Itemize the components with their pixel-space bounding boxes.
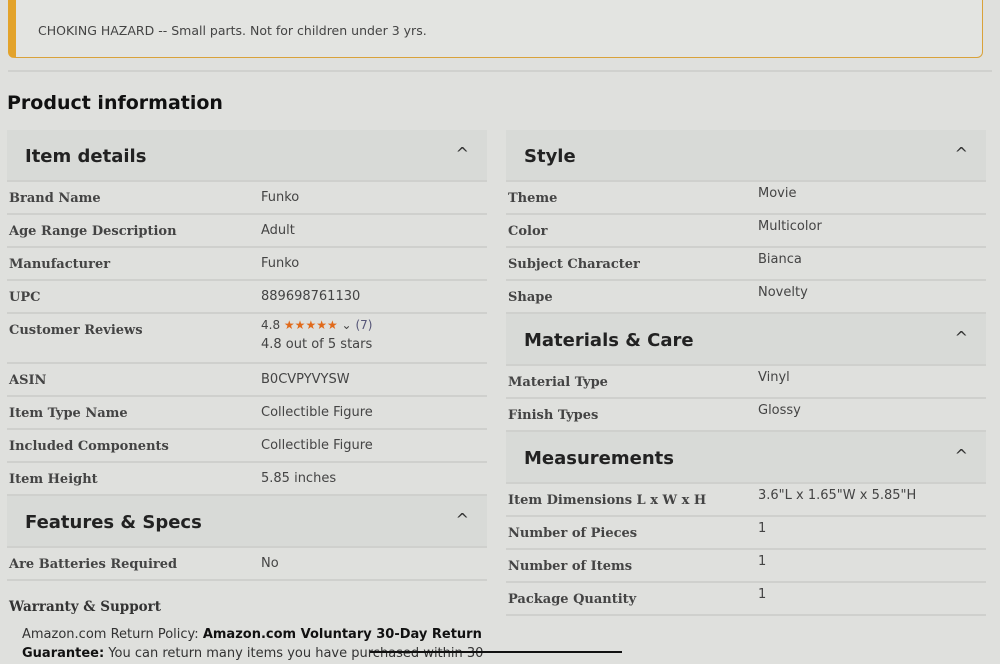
table-row: Number of Pieces 1	[506, 517, 986, 550]
warning-box: CHOKING HAZARD -- Small parts. Not for c…	[8, 0, 983, 58]
table-row: Color Multicolor	[506, 215, 986, 248]
chevron-up-icon[interactable]: ^	[954, 446, 968, 465]
table-row: Finish Types Glossy	[506, 399, 986, 432]
table-row: Shape Novelty	[506, 281, 986, 314]
table-row: Included Components Collectible Figure	[7, 430, 487, 463]
chevron-up-icon[interactable]: ^	[455, 510, 469, 529]
section-item_details-header[interactable]: Item details ^	[7, 130, 487, 182]
table-row: Are Batteries Required No	[7, 548, 487, 581]
divider	[370, 651, 622, 653]
chevron-up-icon[interactable]: ^	[954, 144, 968, 163]
table-row: Customer Reviews 4.8 ★★★★★ ⌄ (7) 4.8 out o…	[7, 314, 487, 364]
chevron-up-icon[interactable]: ^	[455, 144, 469, 163]
table-row: ASIN B0CVPYVYSW	[7, 364, 487, 397]
table-row: Subject Character Bianca	[506, 248, 986, 281]
return-policy: Amazon.com Return Policy: Amazon.com Vol…	[22, 627, 484, 661]
table-row: Age Range Description Adult	[7, 215, 487, 248]
section-materials-header[interactable]: Materials & Care ^	[506, 314, 986, 366]
left-column: Item details ^ Brand Name Funko Age Range De…	[7, 130, 487, 581]
table-row: Item Dimensions L x W x H 3.6"L x 1.65"W …	[506, 484, 986, 517]
table-row: Item Height 5.85 inches	[7, 463, 487, 496]
section-measurements-header[interactable]: Measurements ^	[506, 432, 986, 484]
section-style-header[interactable]: Style ^	[506, 130, 986, 182]
table-row: Package Quantity 1	[506, 583, 986, 616]
section-features-header[interactable]: Features & Specs ^	[7, 496, 487, 548]
table-row: Material Type Vinyl	[506, 366, 986, 399]
table-row: Theme Movie	[506, 182, 986, 215]
warranty-heading: Warranty & Support	[9, 599, 161, 615]
warning-text: CHOKING HAZARD -- Small parts. Not for c…	[38, 23, 427, 38]
divider	[8, 70, 992, 72]
table-row: Manufacturer Funko	[7, 248, 487, 281]
star-rating-icon[interactable]: ★★★★★	[283, 318, 338, 332]
return-policy-link[interactable]: Amazon.com Voluntary 30-Day Return	[202, 627, 482, 642]
review-count-link[interactable]: (7)	[355, 318, 373, 332]
page-title: Product information	[7, 92, 223, 114]
right-column: Style ^ Theme Movie Color Multicolor Subject C…	[506, 130, 986, 616]
table-row: Brand Name Funko	[7, 182, 487, 215]
table-row: Number of Items 1	[506, 550, 986, 583]
chevron-down-icon[interactable]: ⌄	[341, 318, 352, 332]
table-row: Item Type Name Collectible Figure	[7, 397, 487, 430]
chevron-up-icon[interactable]: ^	[954, 328, 968, 347]
table-row: UPC 889698761130	[7, 281, 487, 314]
